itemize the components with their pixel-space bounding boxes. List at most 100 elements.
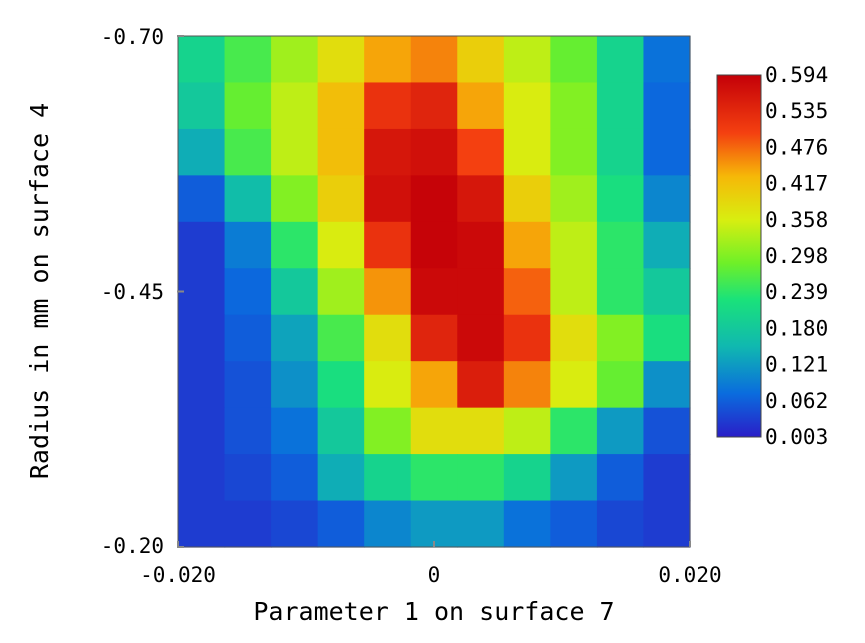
heatmap-cell-r10-c4 [364,500,412,548]
heatmap-cell-r4-c4 [364,221,412,269]
heatmap-cell-r3-c3 [317,175,365,223]
heatmap-cell-r2-c1 [224,128,272,176]
heatmap-cell-r4-c10 [643,221,691,269]
heatmap-cell-r5-c0 [178,268,226,316]
heatmap-cell-r2-c2 [271,128,319,176]
heatmap-cell-r5-c4 [364,268,412,316]
heatmap-cell-r7-c3 [317,361,365,409]
heatmap-cell-r0-c10 [643,36,691,84]
heatmap-cell-r4-c2 [271,221,319,269]
tick-marks [177,35,691,548]
heatmap-cell-r9-c1 [224,454,272,502]
heatmap-cell-r8-c7 [503,407,551,455]
heatmap-cell-r8-c0 [178,407,226,455]
heatmap-cell-r2-c4 [364,128,412,176]
heatmap-cell-r9-c8 [550,454,598,502]
heatmap-cell-r4-c9 [596,221,645,269]
heatmap-cell-r1-c4 [364,82,412,130]
heatmap-cell-r1-c7 [503,82,551,130]
heatmap-cell-r6-c3 [317,314,365,362]
heatmap-cell-r1-c5 [410,82,458,130]
heatmap-cell-r10-c9 [596,500,645,548]
y-tick-label-mid: -0.45 [101,280,164,304]
heatmap-cell-r8-c10 [643,407,691,455]
heatmap-cell-r2-c9 [596,128,645,176]
heatmap-cell-r2-c6 [457,128,505,176]
heatmap-cell-r7-c2 [271,361,319,409]
heatmap-cell-r2-c5 [410,128,458,176]
heatmap-cell-r9-c5 [410,454,458,502]
heatmap-cell-r0-c7 [503,36,551,84]
heatmap-cell-r8-c8 [550,407,598,455]
heatmap-cell-r4-c6 [457,221,505,269]
heatmap-cell-r7-c6 [457,361,505,409]
heatmap-cell-r6-c7 [503,314,551,362]
heatmap-cell-r10-c3 [317,500,365,548]
colorbar-label-3: 0.417 [765,172,828,196]
heatmap-cell-r1-c2 [271,82,319,130]
heatmap-cell-r7-c7 [503,361,551,409]
x-axis-label: Parameter 1 on surface 7 [253,597,614,626]
heatmap-cell-r7-c0 [178,361,226,409]
heatmap-cell-r8-c1 [224,407,272,455]
colorbar-label-9: 0.062 [765,389,828,413]
heatmap-cell-r0-c5 [410,36,458,84]
colorbar-label-5: 0.298 [765,244,828,268]
colorbar-label-8: 0.121 [765,353,828,377]
heatmap-cell-r6-c5 [410,314,458,362]
heatmap-cell-r6-c9 [596,314,645,362]
heatmap-cell-r6-c4 [364,314,412,362]
heatmap-cell-r9-c7 [503,454,551,502]
heatmap-cell-r4-c8 [550,221,598,269]
heatmap-cell-r7-c10 [643,361,691,409]
heatmap-cell-r10-c10 [643,500,691,548]
heatmap-cell-r7-c1 [224,361,272,409]
x-tick-label-right: 0.020 [658,563,721,587]
heatmap-cell-r2-c8 [550,128,598,176]
heatmap-cell-r4-c0 [178,221,226,269]
heatmap-cell-r2-c0 [178,128,226,176]
heatmap-cell-r8-c3 [317,407,365,455]
colorbar-label-10: 0.003 [765,425,828,449]
heatmap-cell-r6-c10 [643,314,691,362]
heatmap-cell-r0-c3 [317,36,365,84]
heatmap-cell-r4-c5 [410,221,458,269]
heatmap-cell-r0-c8 [550,36,598,84]
heatmap-cell-r3-c7 [503,175,551,223]
heatmap-cell-r1-c9 [596,82,645,130]
heatmap-cell-r6-c8 [550,314,598,362]
colorbar-label-7: 0.180 [765,316,828,340]
heatmap-cell-r3-c4 [364,175,412,223]
y-tick-label-bottom: -0.20 [101,534,164,558]
heatmap-cell-r1-c10 [643,82,691,130]
heatmap-cells [178,36,691,548]
heatmap-cell-r8-c5 [410,407,458,455]
heatmap-cell-r2-c10 [643,128,691,176]
colorbar-label-0: 0.594 [765,63,828,87]
heatmap-cell-r10-c2 [271,500,319,548]
heatmap-cell-r1-c1 [224,82,272,130]
heatmap-cell-r3-c8 [550,175,598,223]
heatmap-cell-r5-c9 [596,268,645,316]
heatmap-cell-r3-c5 [410,175,458,223]
heatmap-cell-r0-c4 [364,36,412,84]
heatmap-cell-r5-c5 [410,268,458,316]
heatmap-cell-r4-c3 [317,221,365,269]
heatmap-cell-r0-c6 [457,36,505,84]
heatmap-cell-r9-c2 [271,454,319,502]
heatmap-cell-r6-c0 [178,314,226,362]
heatmap-cell-r1-c6 [457,82,505,130]
heatmap-cell-r5-c10 [643,268,691,316]
y-tick-label-top: -0.70 [101,25,164,49]
heatmap-cell-r8-c4 [364,407,412,455]
heatmap-cell-r10-c6 [457,500,505,548]
heatmap-cell-r9-c6 [457,454,505,502]
heatmap-cell-r0-c9 [596,36,645,84]
heatmap-cell-r9-c10 [643,454,691,502]
heatmap-cell-r0-c2 [271,36,319,84]
y-axis-label: Radius in mm on surface 4 [25,103,54,479]
heatmap-cell-r9-c9 [596,454,645,502]
heatmap-cell-r3-c1 [224,175,272,223]
heatmap-cell-r5-c3 [317,268,365,316]
